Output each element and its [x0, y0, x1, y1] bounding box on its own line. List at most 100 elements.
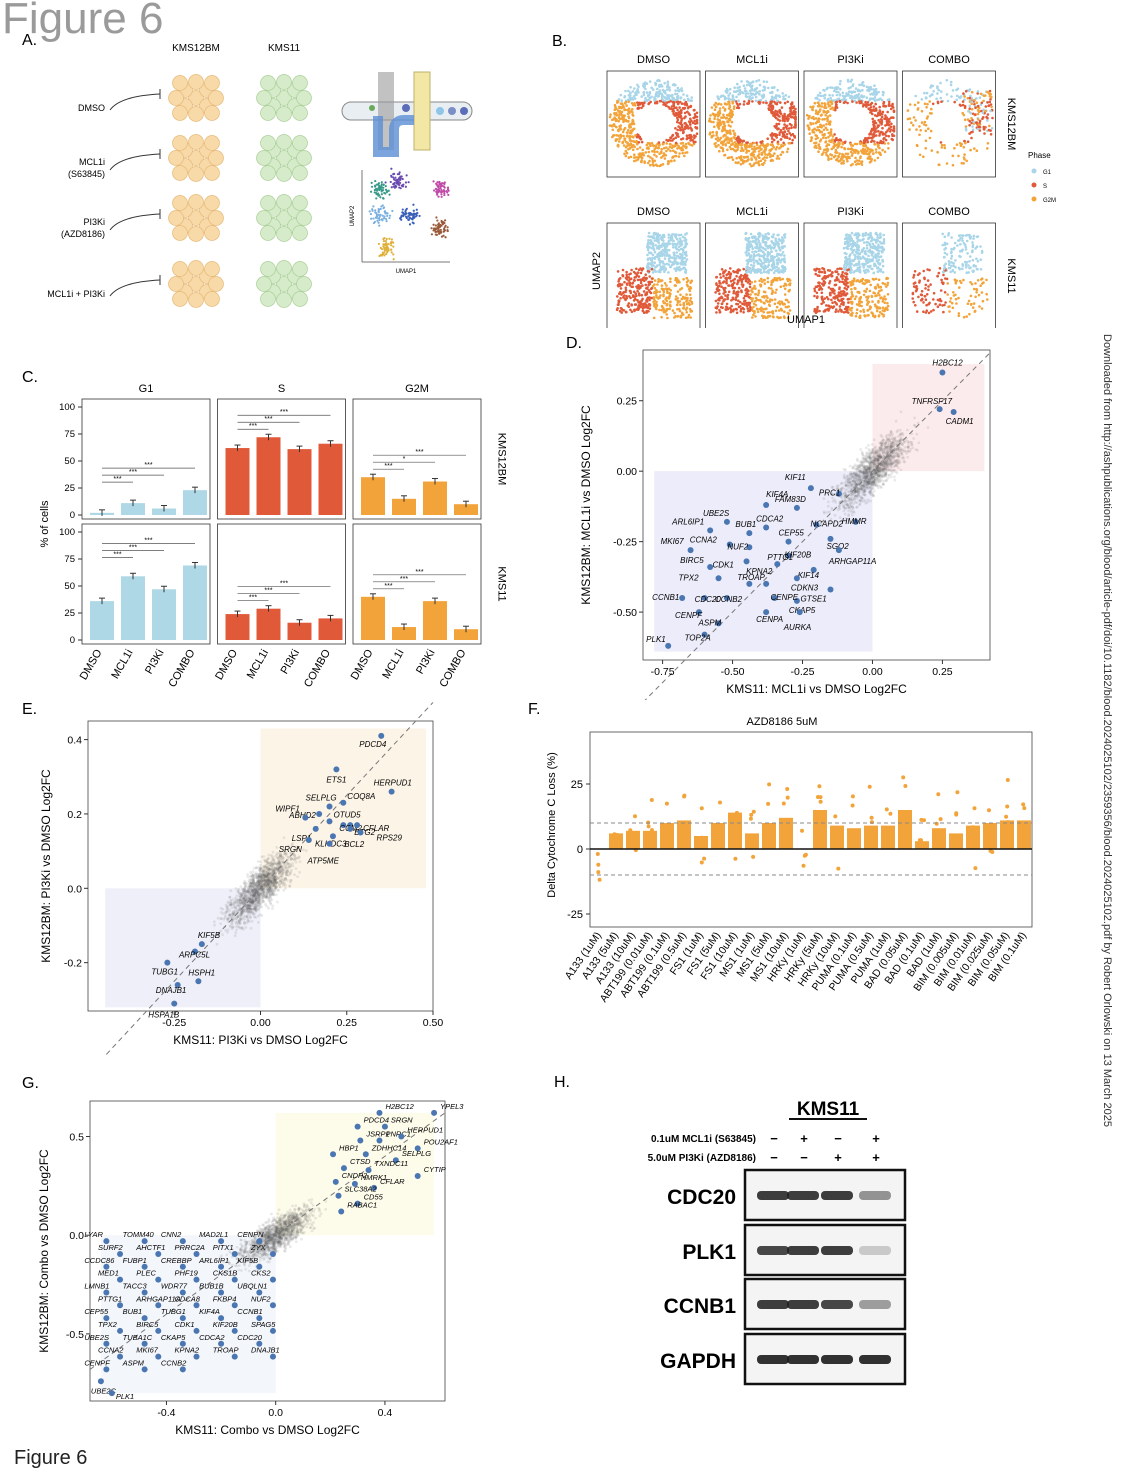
umap-point: [625, 283, 629, 286]
umap-point: [666, 94, 669, 97]
umap-dot: [397, 183, 400, 186]
umap-point: [975, 149, 979, 152]
umap-point: [863, 148, 867, 151]
umap-point: [931, 102, 935, 106]
umap-point: [743, 100, 746, 103]
umap-point: [746, 265, 749, 268]
umap-point: [672, 96, 675, 100]
umap-point: [748, 95, 751, 98]
umap-dot: [442, 188, 445, 192]
umap-point: [836, 86, 840, 89]
umap-point: [745, 246, 749, 250]
umap-point: [868, 289, 872, 293]
umap-point: [651, 163, 655, 166]
umap-point: [682, 304, 686, 307]
umap-point: [628, 283, 632, 287]
umap-point: [833, 300, 837, 304]
umap-point: [684, 263, 687, 266]
umap-point: [720, 94, 723, 98]
kms11-cluster-icon: [256, 260, 312, 308]
umap-point: [843, 147, 847, 151]
umap-point: [879, 270, 882, 273]
umap-point: [679, 239, 683, 243]
umap-point: [928, 94, 932, 98]
umap-point: [636, 101, 639, 104]
umap-point: [647, 239, 650, 242]
umap-point: [679, 303, 682, 307]
umap-point: [631, 90, 635, 93]
umap-point: [779, 128, 783, 132]
umap-point: [628, 281, 631, 285]
umap-point: [854, 156, 857, 160]
umap-dot: [412, 209, 415, 212]
umap-point: [632, 156, 636, 159]
umap-point: [914, 119, 917, 122]
umap-point: [681, 151, 684, 155]
umap-point: [690, 99, 693, 102]
umap-point: [873, 114, 877, 117]
umap-point: [861, 256, 864, 259]
umap-dot: [444, 236, 447, 239]
umap-dot: [374, 211, 377, 214]
umap-point: [680, 297, 684, 301]
umap-point: [965, 159, 968, 163]
umap-point: [861, 282, 865, 285]
umap-point: [825, 87, 829, 91]
umap-point: [684, 146, 688, 150]
umap-point: [850, 291, 854, 294]
umap-point: [845, 241, 849, 245]
umap-point: [647, 242, 651, 245]
umap-point: [736, 104, 740, 107]
umap-point: [764, 148, 767, 152]
umap-point: [732, 107, 736, 110]
umap-point: [822, 136, 825, 139]
umap-point: [873, 131, 876, 134]
umap-point: [842, 282, 846, 285]
umap-point: [729, 132, 732, 136]
umap-point: [877, 249, 881, 253]
umap-dot: [385, 252, 388, 256]
umap-dot: [434, 228, 437, 232]
umap-point: [724, 144, 728, 147]
umap-point: [665, 138, 668, 142]
umap-point: [629, 142, 633, 145]
umap-point: [729, 125, 732, 128]
umap-point: [621, 140, 625, 144]
umap-point: [866, 233, 870, 236]
umap-point: [776, 277, 779, 280]
umap-point: [678, 309, 682, 313]
umap-point: [874, 253, 877, 256]
umap-point: [887, 134, 891, 138]
umap-point: [783, 259, 786, 262]
umap-point: [906, 117, 910, 121]
umap-dot: [377, 207, 380, 211]
umap-point: [928, 100, 931, 103]
umap-point: [848, 156, 851, 160]
umap-point: [818, 270, 821, 274]
cell-icon: [204, 291, 220, 307]
umap-point: [840, 161, 844, 165]
umap-point: [777, 267, 780, 270]
umap-point: [783, 114, 787, 118]
umap-point: [877, 119, 880, 122]
umap-point: [652, 296, 656, 299]
umap-point: [850, 231, 854, 235]
umap-point: [626, 98, 630, 102]
umap-condition-title: DMSO: [637, 54, 670, 66]
umap-point: [738, 102, 742, 106]
umap-point: [661, 154, 665, 158]
umap-dot: [405, 174, 408, 177]
umap-point: [741, 306, 745, 310]
umap-point: [813, 101, 817, 105]
umap-point: [867, 250, 870, 253]
cell-icon: [168, 276, 184, 292]
umap-point: [654, 101, 657, 105]
umap-point: [782, 239, 785, 242]
umap-point: [690, 279, 694, 283]
umap-point: [733, 281, 736, 285]
cell-icon: [292, 105, 308, 121]
cell-icon: [260, 225, 276, 241]
umap-point: [640, 95, 643, 98]
umap-point: [826, 119, 829, 123]
umap-point: [858, 298, 861, 302]
